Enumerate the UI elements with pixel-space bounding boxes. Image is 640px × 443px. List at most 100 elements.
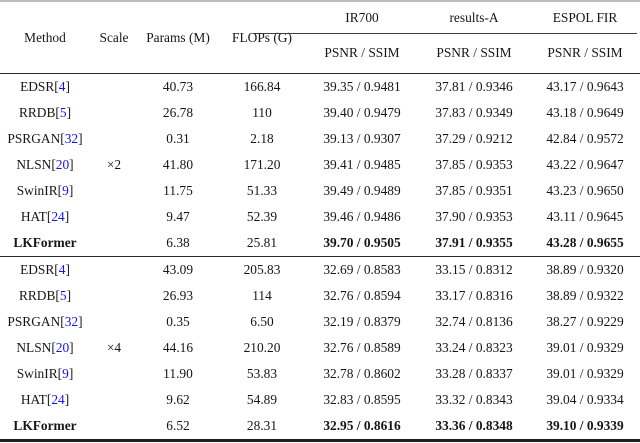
citation-link[interactable]: 32: [64, 131, 79, 146]
ir700-psnr-ssim-cell: 32.76 / 0.8594: [323, 288, 401, 303]
scale-cell: ×2: [106, 157, 122, 172]
ir700-psnr-ssim-cell: 39.46 / 0.9486: [323, 209, 401, 224]
espol-fir-psnr-ssim-cell: 43.18 / 0.9649: [546, 105, 624, 120]
citation-bracket-open: [: [60, 131, 65, 146]
params-cell: 41.80: [162, 157, 194, 172]
espol-fir-psnr-ssim-cell: 43.11 / 0.9645: [546, 209, 624, 224]
espol-fir-psnr-ssim-cell: 43.22 / 0.9647: [546, 157, 624, 172]
citation-bracket-close: ]: [64, 392, 70, 407]
table-row: SwinIR[9] 11.90 53.83 32.78 / 0.8602 33.28 /…: [0, 361, 640, 387]
flops-cell: 2.18: [250, 131, 274, 146]
flops-cell: 6.50: [250, 314, 274, 329]
citation-link[interactable]: 5: [59, 105, 67, 120]
params-cell: 44.16: [162, 340, 194, 355]
table-row: RRDB[5] 26.93 114 32.76 / 0.8594 33.17 / 0.8…: [0, 283, 640, 309]
table-row: LKFormer 6.38 25.81 39.70 / 0.9505 37.91 / 0…: [0, 230, 640, 257]
ir700-psnr-ssim-cell: 39.40 / 0.9479: [323, 105, 401, 120]
method-name: LKFormer: [13, 418, 77, 433]
citation-link[interactable]: 9: [62, 183, 69, 198]
method-cell: EDSR[4]: [0, 74, 90, 101]
header-group-results-a: results-A: [449, 9, 499, 25]
results-a-psnr-ssim-cell: 33.17 / 0.8316: [435, 288, 513, 303]
results-a-psnr-ssim-cell: 37.85 / 0.9351: [435, 183, 513, 198]
table-row: NLSN[20] 44.16 210.20 32.76 / 0.8589 33.24 /…: [0, 335, 640, 361]
citation-bracket-open: [: [46, 209, 52, 224]
results-a-psnr-ssim-cell: 37.91 / 0.9355: [435, 235, 513, 250]
method-cell: RRDB[5]: [0, 100, 90, 126]
params-cell: 6.52: [166, 418, 190, 433]
citation-bracket-close: ]: [65, 79, 70, 94]
espol-fir-psnr-ssim-cell: 42.84 / 0.9572: [546, 131, 624, 146]
flops-cell: 54.89: [246, 392, 278, 407]
table-row: PSRGAN[32] 0.35 6.50 32.19 / 0.8379 32.74 / …: [0, 309, 640, 335]
citation-link[interactable]: 24: [51, 392, 65, 407]
espol-fir-psnr-ssim-cell: 43.28 / 0.9655: [546, 235, 624, 250]
citation-link[interactable]: 20: [55, 340, 70, 355]
table-row: HAT[24] 9.47 52.39 39.46 / 0.9486 37.90 / 0.…: [0, 204, 640, 230]
table-row: SwinIR[9] 11.75 51.33 39.49 / 0.9489 37.85 /…: [0, 178, 640, 204]
method-cell: NLSN[20]: [0, 335, 90, 361]
flops-cell: 110: [252, 105, 272, 120]
citation-link[interactable]: 24: [51, 209, 65, 224]
method-name: SwinIR: [16, 183, 58, 198]
method-name: HAT: [20, 209, 47, 224]
citation-bracket-open: [: [60, 314, 65, 329]
citation-link[interactable]: 20: [55, 157, 70, 172]
params-cell: 40.73: [162, 79, 194, 94]
citation-bracket-close: ]: [66, 288, 72, 303]
flops-cell: 166.84: [243, 79, 281, 94]
ir700-psnr-ssim-cell: 32.76 / 0.8589: [323, 340, 401, 355]
results-a-psnr-ssim-cell: 33.36 / 0.8348: [435, 418, 513, 433]
citation-link[interactable]: 32: [64, 314, 79, 329]
results-a-psnr-ssim-cell: 33.28 / 0.8337: [435, 366, 513, 381]
results-a-psnr-ssim-cell: 32.74 / 0.8136: [435, 314, 513, 329]
flops-cell: 205.83: [218, 256, 306, 283]
espol-fir-psnr-ssim-cell: 38.27 / 0.9229: [546, 314, 624, 329]
group-header-midrule: [253, 33, 637, 34]
results-a-psnr-ssim-cell: 37.85 / 0.9353: [435, 157, 513, 172]
flops-cell: 51.33: [246, 183, 278, 198]
ir700-psnr-ssim-cell: 32.95 / 0.8616: [323, 418, 401, 433]
table-row: HAT[24] 9.62 54.89 32.83 / 0.8595 33.32 / 0.…: [0, 387, 640, 413]
flops-cell: 171.20: [243, 157, 281, 172]
params-cell: 43.09: [138, 256, 218, 283]
method-name: HAT: [20, 392, 47, 407]
method-cell: SwinIR[9]: [0, 361, 90, 387]
citation-link[interactable]: 4: [58, 79, 66, 94]
results-a-psnr-ssim-cell: 37.81 / 0.9346: [435, 79, 513, 94]
method-cell: PSRGAN[32]: [0, 126, 90, 152]
table-row: PSRGAN[32] 0.31 2.18 39.13 / 0.9307 37.29 / …: [0, 126, 640, 152]
method-name: RRDB: [18, 288, 56, 303]
citation-bracket-close: ]: [69, 157, 74, 172]
method-name: EDSR: [20, 79, 55, 94]
citation-bracket-close: ]: [66, 105, 72, 120]
citation-link[interactable]: 4: [58, 262, 66, 277]
ir700-psnr-ssim-cell: 39.70 / 0.9505: [323, 235, 401, 250]
method-cell: HAT[24]: [0, 204, 90, 230]
method-name: LKFormer: [13, 235, 77, 250]
results-a-psnr-ssim-cell: 33.32 / 0.8343: [435, 392, 513, 407]
subheader-psnr-ssim-results-a: PSNR / SSIM: [418, 33, 530, 74]
method-cell: NLSN[20]: [0, 152, 90, 178]
ir700-psnr-ssim-cell: 32.19 / 0.8379: [323, 314, 401, 329]
citation-link[interactable]: 9: [62, 366, 69, 381]
flops-cell: 25.81: [246, 235, 278, 250]
method-name: SwinIR: [16, 366, 58, 381]
method-cell: RRDB[5]: [0, 283, 90, 309]
params-cell: 0.31: [166, 131, 190, 146]
results-a-psnr-ssim-cell: 37.90 / 0.9353: [435, 209, 513, 224]
ir700-psnr-ssim-cell: 32.83 / 0.8595: [323, 392, 401, 407]
citation-link[interactable]: 5: [59, 288, 67, 303]
citation-bracket-open: [: [55, 105, 60, 120]
method-cell: PSRGAN[32]: [0, 309, 90, 335]
flops-cell: 28.31: [246, 418, 278, 433]
table-row: NLSN[20] 41.80 171.20 39.41 / 0.9485 37.85 /…: [0, 152, 640, 178]
espol-fir-psnr-ssim-cell: 43.23 / 0.9650: [546, 183, 624, 198]
results-a-psnr-ssim-cell: 33.15 / 0.8312: [418, 256, 530, 283]
header-group-ir700: IR700: [345, 9, 379, 25]
table-row: RRDB[5] 26.78 110 39.40 / 0.9479 37.83 / 0.9…: [0, 100, 640, 126]
ir700-psnr-ssim-cell: 39.35 / 0.9481: [323, 79, 401, 94]
params-cell: 6.38: [166, 235, 190, 250]
header-method: Method: [0, 1, 90, 74]
